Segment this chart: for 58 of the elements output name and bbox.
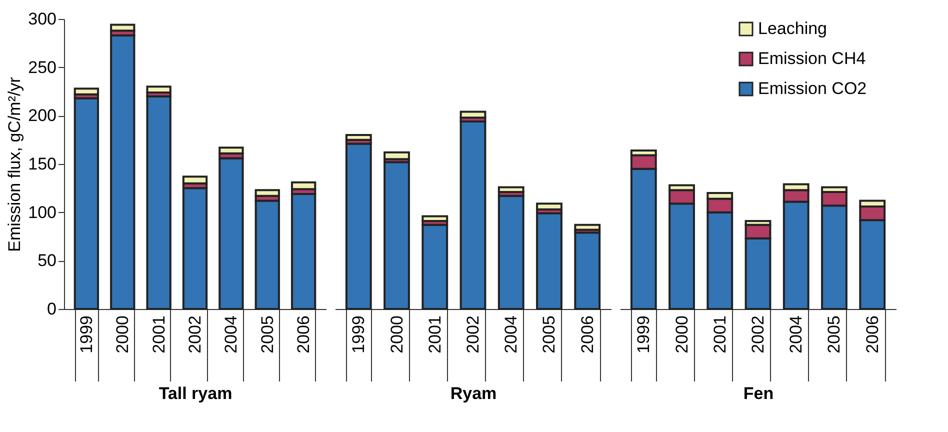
bar bbox=[536, 212, 562, 310]
bar bbox=[218, 157, 244, 310]
legend-label: Leaching bbox=[758, 19, 828, 38]
x-tick-label: 2001 bbox=[425, 316, 444, 354]
bar bbox=[146, 95, 172, 310]
bar bbox=[384, 151, 410, 160]
bar bbox=[384, 161, 410, 310]
bar bbox=[182, 187, 208, 310]
x-axis-title: Fen bbox=[743, 384, 774, 403]
bar bbox=[498, 186, 524, 194]
x-tick-label: 2002 bbox=[464, 316, 482, 354]
x-axis-title: Tall ryam bbox=[158, 384, 232, 403]
bar bbox=[536, 202, 562, 210]
y-tick-label: 200 bbox=[28, 106, 56, 126]
y-axis-title: Emission flux, gC/m²/yr bbox=[5, 76, 24, 252]
x-tick-label: 2000 bbox=[387, 316, 406, 354]
x-tick-label: 2004 bbox=[786, 316, 806, 354]
x-tick-label: 2005 bbox=[540, 316, 559, 354]
legend-label: Emission CH4 bbox=[758, 49, 866, 68]
bar bbox=[254, 200, 280, 310]
x-tick-label: 2000 bbox=[113, 316, 132, 354]
bar bbox=[290, 192, 316, 310]
x-tick-label: 2006 bbox=[294, 316, 314, 354]
y-tick-label: 100 bbox=[28, 202, 56, 222]
bar bbox=[345, 142, 372, 310]
x-tick-label: 2006 bbox=[862, 316, 882, 354]
x-tick-label: 2001 bbox=[149, 316, 168, 354]
y-tick-label: 150 bbox=[28, 154, 56, 174]
bar bbox=[422, 224, 448, 310]
bar bbox=[74, 97, 100, 310]
x-tick-label: 1999 bbox=[76, 316, 96, 354]
x-tick-label: 2002 bbox=[748, 316, 768, 354]
y-tick-label: 300 bbox=[28, 10, 56, 28]
legend-label: Emission CO2 bbox=[758, 79, 867, 98]
bar bbox=[74, 88, 100, 96]
x-tick-label: 2006 bbox=[578, 316, 597, 354]
bar bbox=[460, 120, 486, 310]
bar bbox=[574, 232, 601, 310]
bar bbox=[345, 134, 372, 141]
bar bbox=[146, 86, 172, 94]
x-tick-label: 1999 bbox=[349, 316, 368, 354]
x-tick-label: 2000 bbox=[672, 316, 692, 354]
x-tick-label: 2004 bbox=[502, 316, 521, 354]
bar bbox=[574, 224, 601, 231]
x-axis-title: Ryam bbox=[450, 384, 497, 403]
bar bbox=[422, 215, 448, 222]
bar bbox=[460, 110, 486, 119]
bar bbox=[110, 34, 136, 310]
x-tick-label: 2004 bbox=[222, 316, 241, 354]
x-tick-label: 2001 bbox=[710, 316, 730, 354]
bar bbox=[498, 194, 524, 310]
x-tick-label: 2005 bbox=[258, 316, 277, 354]
y-tick-label: 0 bbox=[47, 300, 56, 318]
y-tick-label: 250 bbox=[28, 58, 56, 77]
x-tick-label: 2005 bbox=[824, 316, 844, 354]
y-tick-label: 50 bbox=[38, 251, 56, 270]
x-tick-label: 2002 bbox=[186, 316, 204, 354]
x-tick-label: 1999 bbox=[634, 316, 654, 354]
